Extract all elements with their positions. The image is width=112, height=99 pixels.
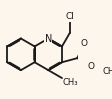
Text: O: O [87,62,95,71]
Text: O: O [80,39,87,48]
Text: CH₃: CH₃ [102,68,112,77]
Text: Cl: Cl [66,12,74,21]
Text: CH₃: CH₃ [62,79,78,88]
Text: N: N [45,34,52,44]
